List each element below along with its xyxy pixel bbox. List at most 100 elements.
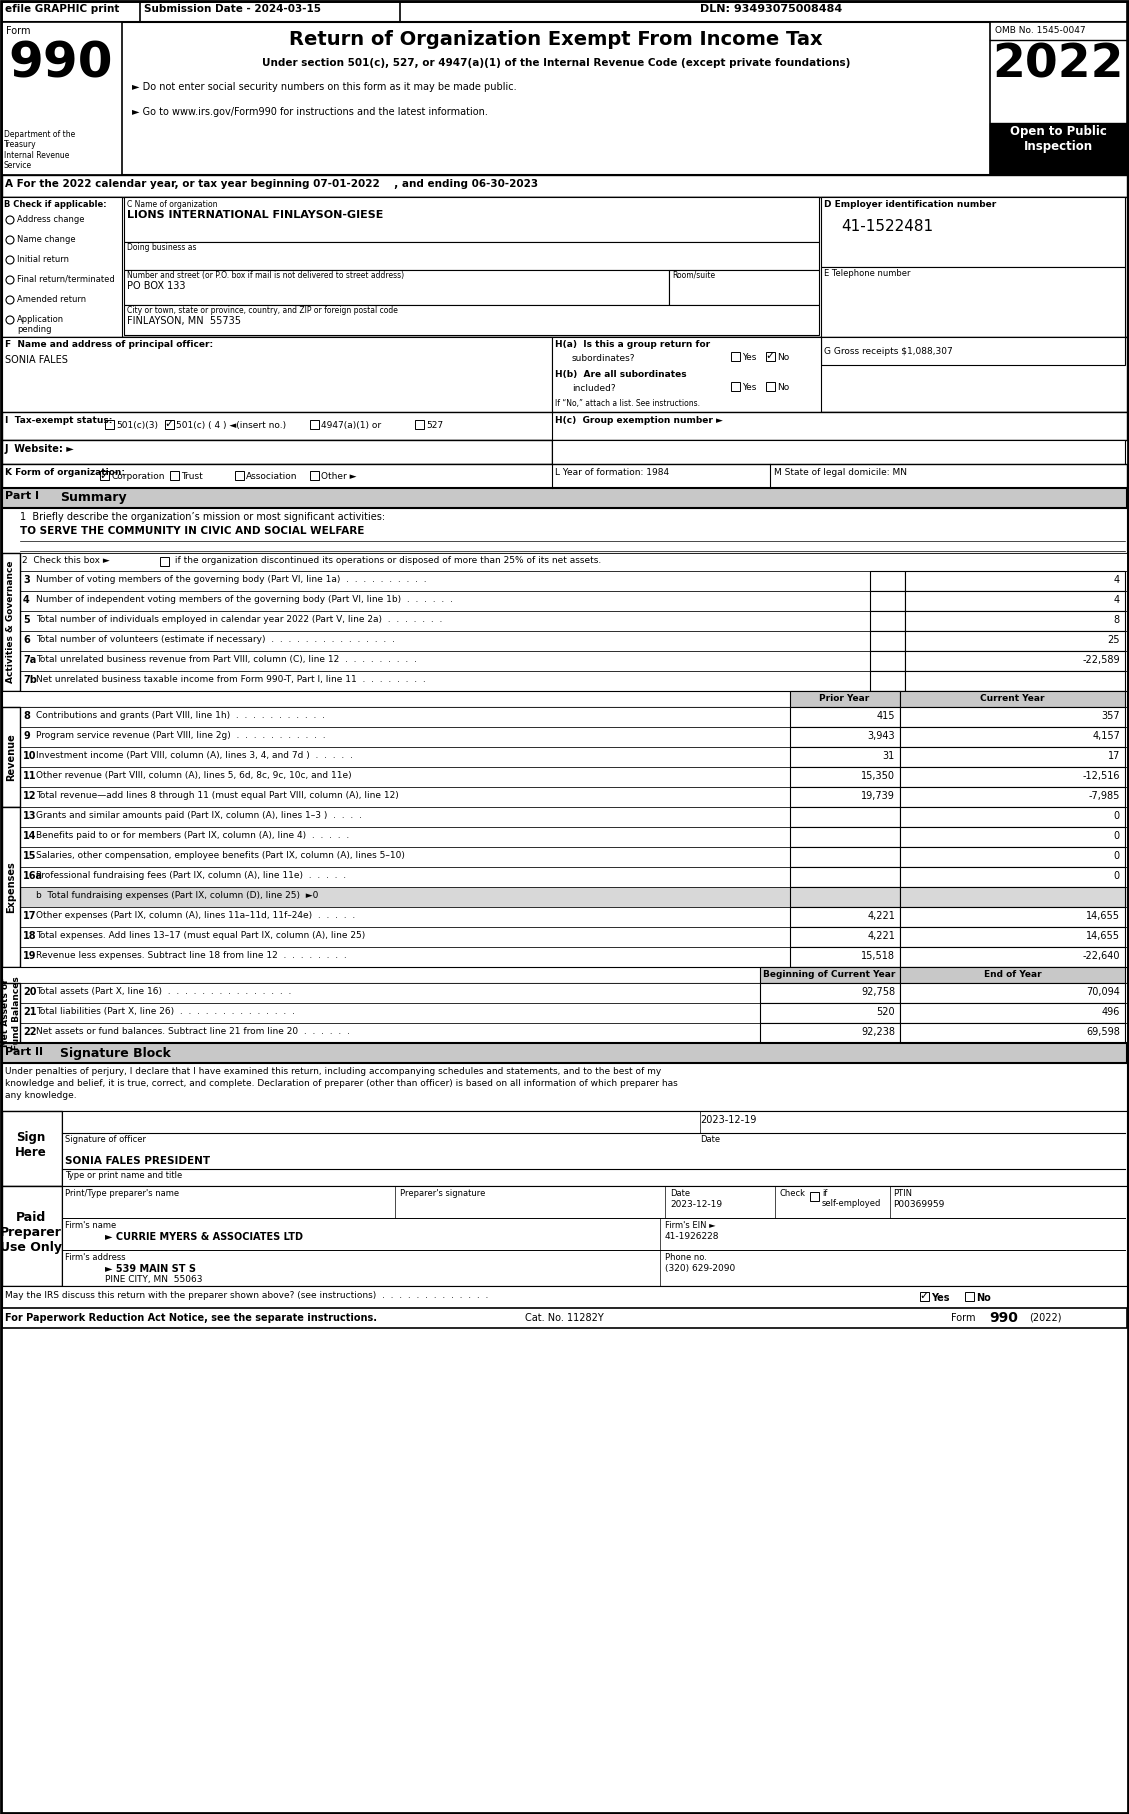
Text: 4: 4 (1114, 575, 1120, 584)
Bar (2, 464, 1127, 488)
Bar (62, 1110, 1127, 1186)
Bar (870, 671, 905, 691)
Bar (870, 631, 905, 651)
Text: 3,943: 3,943 (867, 731, 895, 740)
Bar (900, 727, 1124, 747)
Text: Name change: Name change (17, 236, 76, 245)
Text: 4,221: 4,221 (867, 911, 895, 922)
Bar (20, 787, 1127, 807)
Text: 13: 13 (23, 811, 36, 822)
Text: knowledge and belief, it is true, correct, and complete. Declaration of preparer: knowledge and belief, it is true, correc… (5, 1079, 677, 1088)
Text: F  Name and address of principal officer:: F Name and address of principal officer: (5, 339, 213, 348)
Text: Expenses: Expenses (6, 862, 16, 912)
Text: any knowledge.: any knowledge. (5, 1090, 77, 1099)
Text: Check: Check (780, 1188, 806, 1197)
Text: Initial return: Initial return (17, 256, 69, 265)
Text: SONIA FALES PRESIDENT: SONIA FALES PRESIDENT (65, 1156, 210, 1166)
Text: Total number of volunteers (estimate if necessary)  .  .  .  .  .  .  .  .  .  .: Total number of volunteers (estimate if … (36, 635, 395, 644)
Text: Return of Organization Exempt From Income Tax: Return of Organization Exempt From Incom… (289, 31, 823, 49)
Text: 9: 9 (23, 731, 29, 740)
Bar (900, 983, 1124, 1003)
Bar (870, 591, 905, 611)
Text: 21: 21 (23, 1007, 36, 1018)
Text: included?: included? (572, 385, 615, 394)
Bar (552, 441, 1124, 464)
Text: 19,739: 19,739 (861, 791, 895, 802)
Text: Net assets or fund balances. Subtract line 21 from line 20  .  .  .  .  .  .: Net assets or fund balances. Subtract li… (36, 1027, 350, 1036)
Text: 3: 3 (23, 575, 29, 584)
Text: ✓: ✓ (765, 352, 776, 361)
Bar (900, 867, 1124, 887)
Text: 10: 10 (23, 751, 36, 762)
Bar (790, 807, 900, 827)
Text: Current Year: Current Year (980, 695, 1044, 704)
Bar (20, 847, 1127, 867)
Text: 990: 990 (8, 40, 113, 89)
Text: Print/Type preparer's name: Print/Type preparer's name (65, 1188, 180, 1197)
Text: C Name of organization: C Name of organization (126, 200, 218, 209)
Bar (2, 2, 1127, 22)
Text: Form: Form (952, 1313, 979, 1322)
Text: Program service revenue (Part VIII, line 2g)  .  .  .  .  .  .  .  .  .  .  .: Program service revenue (Part VIII, line… (36, 731, 325, 740)
Text: -22,589: -22,589 (1083, 655, 1120, 666)
Bar (900, 807, 1124, 827)
Text: -22,640: -22,640 (1083, 951, 1120, 961)
Text: 2022: 2022 (992, 42, 1124, 87)
Text: Total assets (Part X, line 16)  .  .  .  .  .  .  .  .  .  .  .  .  .  .  .: Total assets (Part X, line 16) . . . . .… (36, 987, 291, 996)
Text: 14,655: 14,655 (1086, 931, 1120, 941)
Bar (2, 1308, 1127, 1328)
Text: 2023-12-19: 2023-12-19 (669, 1201, 723, 1208)
Bar (905, 591, 1124, 611)
Text: A For the 2022 calendar year, or tax year beginning 07-01-2022    , and ending 0: A For the 2022 calendar year, or tax yea… (5, 180, 539, 189)
Bar (2, 22, 122, 174)
Text: 4: 4 (1114, 595, 1120, 606)
Text: ✓: ✓ (99, 470, 110, 481)
Bar (669, 270, 819, 305)
Bar (821, 198, 1124, 267)
Text: 15: 15 (23, 851, 36, 862)
Bar (900, 767, 1124, 787)
Bar (760, 1003, 900, 1023)
Bar (790, 887, 900, 907)
Bar (2, 22, 1127, 174)
Text: -7,985: -7,985 (1088, 791, 1120, 802)
Text: ► Go to www.irs.gov/Form990 for instructions and the latest information.: ► Go to www.irs.gov/Form990 for instruct… (132, 107, 488, 116)
Text: I  Tax-exempt status:: I Tax-exempt status: (5, 415, 113, 424)
Text: PINE CITY, MN  55063: PINE CITY, MN 55063 (105, 1275, 202, 1284)
Text: Other ►: Other ► (321, 472, 357, 481)
Text: Revenue less expenses. Subtract line 18 from line 12  .  .  .  .  .  .  .  .: Revenue less expenses. Subtract line 18 … (36, 951, 347, 960)
Text: -12,516: -12,516 (1083, 771, 1120, 782)
Text: M State of legal domicile: MN: M State of legal domicile: MN (774, 468, 907, 477)
Text: 12: 12 (23, 791, 36, 802)
Text: 92,238: 92,238 (861, 1027, 895, 1038)
Text: 4,221: 4,221 (867, 931, 895, 941)
Bar (821, 267, 1124, 337)
Bar (790, 927, 900, 947)
Text: H(b)  Are all subordinates: H(b) Are all subordinates (555, 370, 686, 379)
Text: 0: 0 (1114, 811, 1120, 822)
Text: ✓: ✓ (165, 419, 174, 430)
Bar (2, 983, 20, 1043)
Text: J  Website: ►: J Website: ► (5, 444, 75, 454)
Bar (160, 557, 169, 566)
Bar (2, 337, 1127, 412)
Bar (965, 1292, 974, 1301)
Text: Amended return: Amended return (17, 296, 86, 305)
Text: FINLAYSON, MN  55735: FINLAYSON, MN 55735 (126, 316, 240, 327)
Text: 22: 22 (23, 1027, 36, 1038)
Text: LIONS INTERNATIONAL FINLAYSON-GIESE: LIONS INTERNATIONAL FINLAYSON-GIESE (126, 210, 384, 219)
Text: SONIA FALES: SONIA FALES (5, 356, 68, 365)
Text: 41-1522481: 41-1522481 (841, 219, 934, 234)
Text: Address change: Address change (17, 216, 85, 223)
Bar (760, 967, 900, 983)
Text: Part I: Part I (5, 492, 40, 501)
Text: DLN: 93493075008484: DLN: 93493075008484 (700, 4, 842, 15)
Text: Prior Year: Prior Year (819, 695, 869, 704)
Bar (900, 747, 1124, 767)
Bar (809, 1192, 819, 1201)
Bar (905, 631, 1124, 651)
Bar (920, 1292, 929, 1301)
Bar (20, 907, 1127, 927)
Text: 16a: 16a (23, 871, 43, 882)
Text: No: No (975, 1293, 991, 1302)
